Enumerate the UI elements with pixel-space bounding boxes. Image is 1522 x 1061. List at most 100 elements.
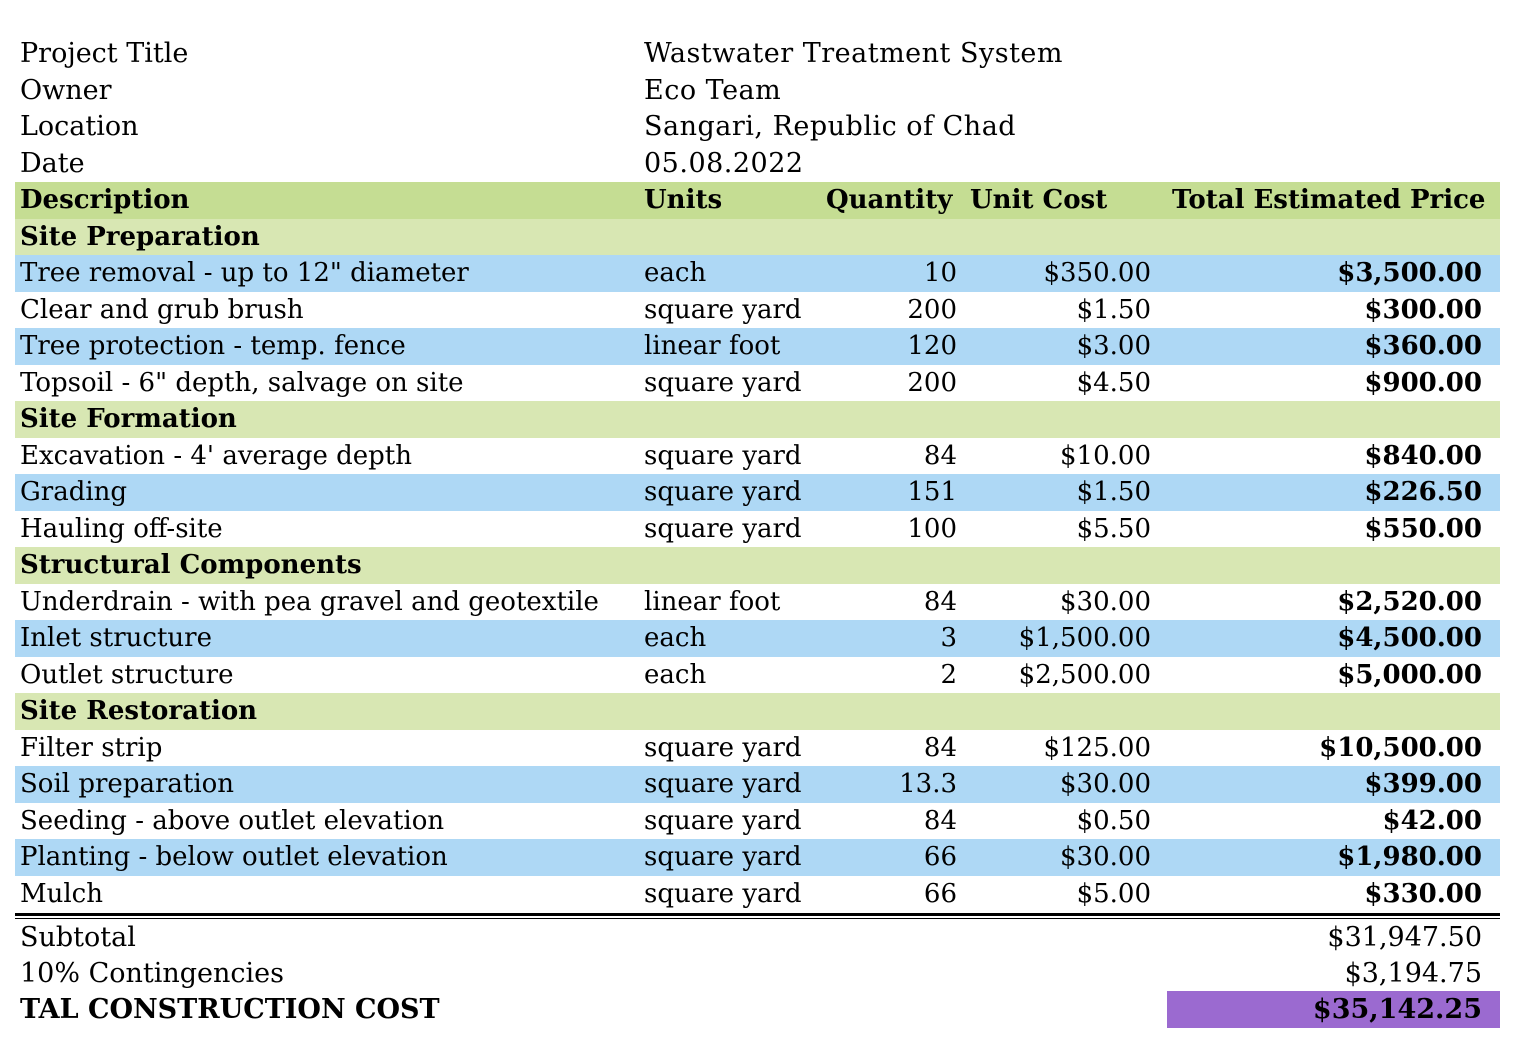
item-total: $1,980.00 — [1337, 842, 1482, 872]
subtotal-label: Subtotal — [20, 922, 136, 953]
item-unit-cost: $5.50 — [1076, 513, 1151, 544]
table-row: Grading square yard 151 $1.50 $226.50 — [15, 474, 1500, 511]
item-description: Outlet structure — [20, 659, 234, 690]
item-quantity: 13.3 — [899, 769, 957, 799]
item-units: square yard — [644, 513, 802, 544]
item-total: $3,500.00 — [1337, 258, 1482, 288]
section-title: Site Formation — [20, 404, 237, 434]
item-total: $10,500.00 — [1319, 732, 1482, 763]
meta-project-title: Project Title Wastwater Treatment System — [15, 36, 1500, 73]
item-total: $4,500.00 — [1337, 623, 1482, 653]
item-units: square yard — [644, 769, 802, 799]
item-total: $900.00 — [1364, 367, 1482, 398]
item-description: Seeding - above outlet elevation — [20, 805, 445, 836]
item-quantity: 66 — [923, 878, 957, 909]
meta-owner: Owner Eco Team — [15, 73, 1500, 110]
meta-label: Location — [20, 111, 139, 142]
item-units: each — [644, 623, 707, 653]
item-quantity: 84 — [923, 805, 957, 836]
item-total: $399.00 — [1364, 769, 1482, 799]
item-unit-cost: $5.00 — [1076, 878, 1151, 909]
section-title: Site Restoration — [20, 696, 258, 726]
section-site-preparation: Site Preparation — [15, 218, 1500, 255]
item-quantity: 3 — [940, 623, 957, 653]
item-units: square yard — [644, 878, 802, 909]
item-unit-cost: $0.50 — [1076, 805, 1151, 836]
table-row: Clear and grub brush square yard 200 $1.… — [15, 291, 1500, 328]
header-units: Units — [644, 185, 723, 215]
item-quantity: 200 — [907, 294, 957, 325]
section-title: Structural Components — [20, 550, 362, 580]
item-description: Clear and grub brush — [20, 294, 304, 325]
table-row: Inlet structure each 3 $1,500.00 $4,500.… — [15, 620, 1500, 657]
grand-total-label: TAL CONSTRUCTION COST — [20, 994, 440, 1025]
item-units: square yard — [644, 477, 802, 507]
item-quantity: 84 — [923, 586, 957, 617]
item-quantity: 84 — [923, 732, 957, 763]
item-unit-cost: $1,500.00 — [1018, 623, 1151, 653]
meta-label: Owner — [20, 74, 112, 106]
table-row: Filter strip square yard 84 $125.00 $10,… — [15, 729, 1500, 766]
header-description: Description — [20, 185, 190, 215]
item-total: $840.00 — [1364, 440, 1482, 471]
table-row: Seeding - above outlet elevation square … — [15, 802, 1500, 839]
item-quantity: 151 — [907, 477, 957, 507]
table-row: Tree protection - temp. fence linear foo… — [15, 328, 1500, 365]
item-total: $300.00 — [1364, 294, 1482, 325]
item-unit-cost: $2,500.00 — [1018, 659, 1151, 690]
meta-value: Sangari, Republic of Chad — [644, 111, 1017, 142]
item-description: Grading — [20, 477, 128, 507]
contingency-row: 10% Contingencies $3,194.75 — [15, 955, 1500, 991]
contingency-label: 10% Contingencies — [20, 958, 285, 989]
meta-label: Date — [20, 147, 85, 179]
item-description: Tree removal - up to 12" diameter — [20, 258, 469, 288]
item-units: linear foot — [644, 586, 781, 617]
item-units: each — [644, 258, 707, 288]
table-row: Tree removal - up to 12" diameter each 1… — [15, 255, 1500, 292]
subtotal-value: $31,947.50 — [1327, 922, 1482, 953]
item-unit-cost: $30.00 — [1060, 842, 1151, 872]
section-title: Site Preparation — [20, 221, 260, 252]
section-site-formation: Site Formation — [15, 401, 1500, 438]
meta-value: Eco Team — [644, 74, 782, 106]
meta-location: Location Sangari, Republic of Chad — [15, 109, 1500, 146]
item-quantity: 66 — [923, 842, 957, 872]
table-row: Planting - below outlet elevation square… — [15, 839, 1500, 876]
item-total: $226.50 — [1364, 477, 1482, 507]
item-quantity: 120 — [907, 331, 957, 361]
table-row: Underdrain - with pea gravel and geotext… — [15, 583, 1500, 620]
item-description: Hauling off-site — [20, 513, 223, 544]
meta-label: Project Title — [20, 38, 189, 69]
table-row: Topsoil - 6" depth, salvage on site squa… — [15, 364, 1500, 401]
table-row: Outlet structure each 2 $2,500.00 $5,000… — [15, 656, 1500, 693]
table-row: Mulch square yard 66 $5.00 $330.00 — [15, 875, 1500, 912]
item-unit-cost: $30.00 — [1060, 586, 1151, 617]
item-total: $5,000.00 — [1337, 659, 1482, 690]
item-total: $42.00 — [1382, 805, 1482, 836]
item-units: square yard — [644, 294, 802, 325]
meta-value: 05.08.2022 — [644, 147, 804, 179]
item-total: $330.00 — [1364, 878, 1482, 909]
item-unit-cost: $30.00 — [1060, 769, 1151, 799]
item-units: square yard — [644, 842, 802, 872]
item-description: Soil preparation — [20, 769, 235, 799]
section-site-restoration: Site Restoration — [15, 693, 1500, 730]
item-unit-cost: $125.00 — [1043, 732, 1151, 763]
item-unit-cost: $1.50 — [1076, 477, 1151, 507]
item-unit-cost: $10.00 — [1060, 440, 1151, 471]
meta-date: Date 05.08.2022 — [15, 146, 1500, 183]
item-description: Filter strip — [20, 732, 163, 763]
double-rule-divider — [15, 913, 1500, 919]
meta-value: Wastwater Treatment System — [644, 38, 1064, 69]
item-quantity: 2 — [940, 659, 957, 690]
item-unit-cost: $1.50 — [1076, 294, 1151, 325]
item-quantity: 84 — [923, 440, 957, 471]
item-unit-cost: $4.50 — [1076, 367, 1151, 398]
item-total: $550.00 — [1364, 513, 1482, 544]
header-unit-cost: Unit Cost — [970, 185, 1108, 215]
header-total: Total Estimated Price — [1172, 185, 1486, 215]
item-units: each — [644, 659, 707, 690]
item-unit-cost: $350.00 — [1043, 258, 1151, 288]
item-units: square yard — [644, 367, 802, 398]
item-units: square yard — [644, 440, 802, 471]
